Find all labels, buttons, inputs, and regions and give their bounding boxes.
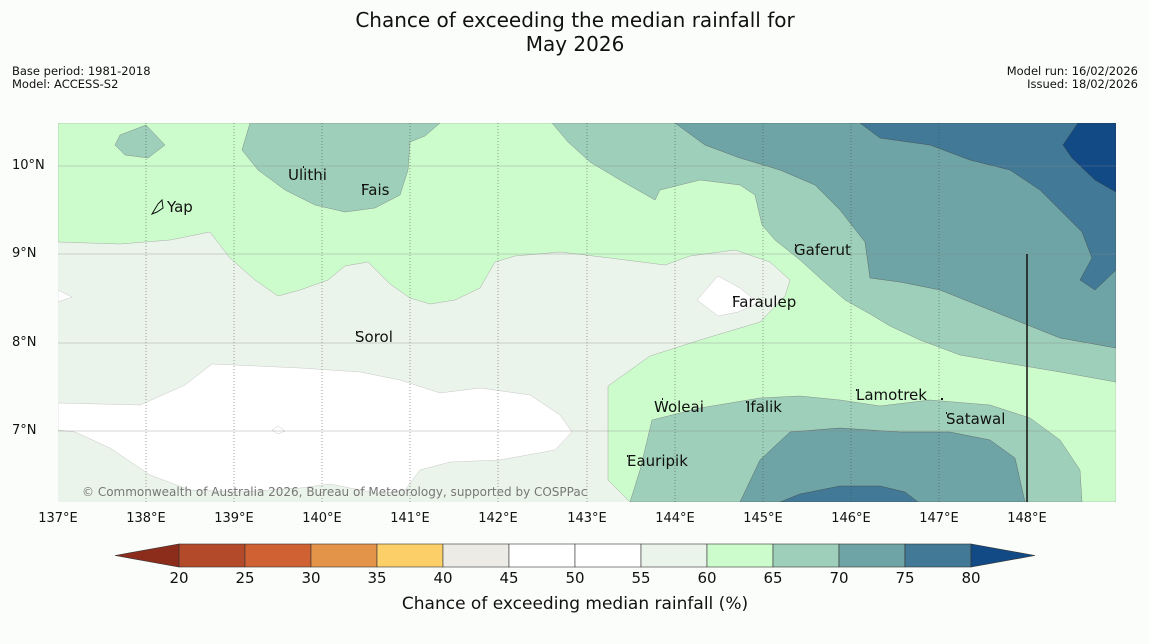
lat-label: 8°N bbox=[12, 335, 37, 350]
title-line-2: May 2026 bbox=[525, 32, 625, 56]
colorbar-segment-50_55 bbox=[574, 543, 642, 568]
issued-text: Issued: 18/02/2026 bbox=[1027, 77, 1138, 91]
lon-label: 147°E bbox=[919, 511, 959, 526]
colorbar-tick-label: 30 bbox=[301, 569, 321, 587]
colorbar-tick-label: 80 bbox=[961, 569, 981, 587]
lon-label: 145°E bbox=[743, 511, 783, 526]
lat-label: 9°N bbox=[12, 246, 37, 261]
band-70-75-south bbox=[739, 427, 1026, 502]
yap-island bbox=[150, 198, 164, 216]
band-45-55-south bbox=[58, 363, 573, 495]
colorbar-segment-40_45 bbox=[442, 543, 510, 568]
lon-label: 146°E bbox=[831, 511, 871, 526]
colorbar-tick-label: 70 bbox=[829, 569, 849, 587]
lon-label: 141°E bbox=[390, 511, 430, 526]
colorbar-tick-label: 75 bbox=[895, 569, 915, 587]
lat-label: 10°N bbox=[12, 158, 45, 173]
meta-right: Model run: 16/02/2026 Issued: 18/02/2026 bbox=[1007, 65, 1138, 91]
lon-label: 140°E bbox=[302, 511, 342, 526]
colorbar-segment-65_70 bbox=[772, 543, 840, 568]
colorbar-segment-25_30 bbox=[244, 543, 312, 568]
colorbar-tick-label: 50 bbox=[565, 569, 585, 587]
colorbar-tick-label: 20 bbox=[169, 569, 189, 587]
meridians bbox=[145, 123, 940, 502]
model-run-text: Model run: 16/02/2026 bbox=[1006, 64, 1138, 78]
colorbar-segment-60_65 bbox=[706, 543, 774, 568]
band-65-70-ulithi bbox=[241, 123, 441, 213]
colorbar-tick-label: 55 bbox=[631, 569, 651, 587]
colorbar-extend-high bbox=[970, 543, 1036, 568]
colorbar-tick-label: 45 bbox=[499, 569, 519, 587]
colorbar-tick-label: 35 bbox=[367, 569, 387, 587]
colorbar-tick-label: 60 bbox=[697, 569, 717, 587]
lat-label: 7°N bbox=[12, 423, 37, 438]
lon-label: 148°E bbox=[1007, 511, 1047, 526]
colorbar-tick-label: 65 bbox=[763, 569, 783, 587]
lon-label: 142°E bbox=[478, 511, 518, 526]
band-45-55-west bbox=[58, 289, 73, 303]
colorbar-title: Chance of exceeding median rainfall (%) bbox=[401, 594, 749, 614]
colorbar-segment-55_60 bbox=[640, 543, 708, 568]
colorbar-extend-low bbox=[114, 543, 180, 568]
band-65-70-small bbox=[114, 124, 166, 159]
colorbar-tick-label: 40 bbox=[433, 569, 453, 587]
lon-label: 143°E bbox=[567, 511, 607, 526]
colorbar-segment-20_25 bbox=[178, 543, 246, 568]
colorbar-segment-70_75 bbox=[838, 543, 906, 568]
band-75-80-east bbox=[859, 123, 1116, 291]
colorbar-tick-label: 25 bbox=[235, 569, 255, 587]
lon-label: 138°E bbox=[126, 511, 166, 526]
title-line-1: Chance of exceeding the median rainfall … bbox=[355, 8, 795, 32]
band-above-80 bbox=[1062, 123, 1116, 193]
base-period-text: Base period: 1981-2018 bbox=[12, 64, 151, 78]
colorbar-segment-30_35 bbox=[310, 543, 378, 568]
band-45-55-east bbox=[696, 275, 759, 317]
lon-label: 144°E bbox=[655, 511, 695, 526]
colorbar-segment-75_80 bbox=[904, 543, 972, 568]
band-75-80-south bbox=[779, 485, 919, 502]
chart-title: Chance of exceeding the median rainfall … bbox=[0, 8, 1150, 56]
meta-left: Base period: 1981-2018 Model: ACCESS-S2 bbox=[12, 65, 151, 91]
lon-label: 137°E bbox=[38, 511, 78, 526]
model-text: Model: ACCESS-S2 bbox=[12, 77, 119, 91]
colorbar-segment-45_50 bbox=[508, 543, 576, 568]
lon-label: 139°E bbox=[214, 511, 254, 526]
place-markers bbox=[303, 166, 947, 457]
colorbar-segment-35_40 bbox=[376, 543, 444, 568]
parallels bbox=[58, 165, 1116, 432]
